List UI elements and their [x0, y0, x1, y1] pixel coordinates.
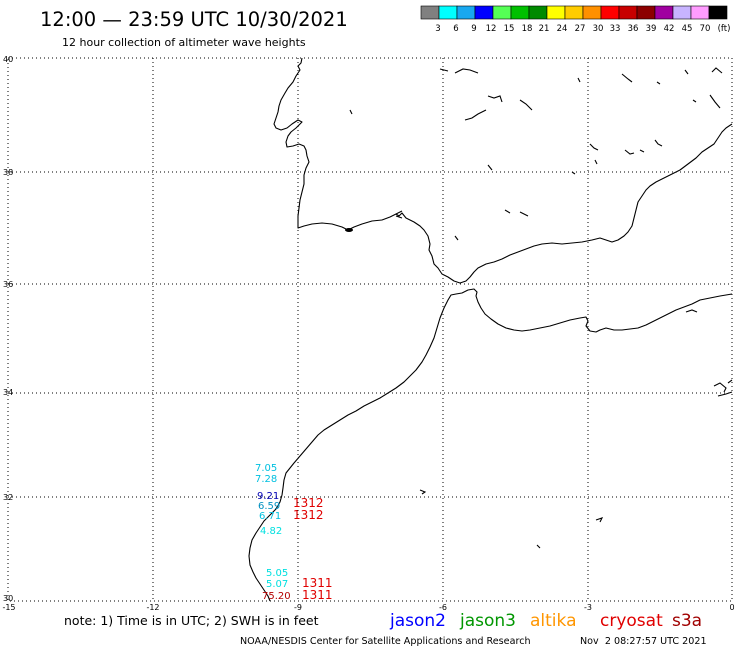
scale-label: 3: [435, 24, 440, 34]
wave-height-value: 75.20: [262, 591, 291, 602]
lagoon-feature: [345, 228, 353, 232]
legend-item-s3a: s3a: [672, 611, 702, 631]
scale-box: [600, 5, 620, 20]
scale-label: 9: [471, 24, 476, 34]
latitude-labels: 40 38 36 34 32 30: [3, 55, 13, 603]
lat-label: 30: [3, 594, 13, 603]
scale-label: 36: [628, 24, 639, 34]
color-scale: [420, 5, 728, 20]
wave-height-value: 6.71: [259, 511, 281, 522]
wave-height-value: 7.28: [255, 474, 277, 485]
wave-height-value: 6.59: [258, 501, 280, 512]
lat-label: 32: [3, 493, 13, 502]
map-frame: [7, 57, 733, 602]
scale-box: [438, 5, 458, 20]
wave-height-value: 7.05: [255, 463, 277, 474]
scale-box: [618, 5, 638, 20]
scale-label: 30: [593, 24, 604, 34]
pass-time-labels: 1312 1312 1311 1311: [293, 496, 333, 602]
scale-label: 21: [539, 24, 550, 34]
coastlines: [248, 57, 733, 602]
scale-box: [708, 5, 728, 20]
wave-height-value: 5.07: [266, 579, 288, 590]
sebkha-feature: [419, 309, 733, 549]
scale-label: 15: [504, 24, 515, 34]
map-grid: [7, 57, 733, 602]
scale-label: 33: [610, 24, 621, 34]
footer-credit: NOAA/NESDIS Center for Satellite Applica…: [240, 636, 531, 647]
map-subtitle: 12 hour collection of altimeter wave hei…: [62, 36, 306, 49]
coastline-iberia: [273, 57, 733, 284]
scale-box: [474, 5, 494, 20]
lat-label: 38: [3, 168, 13, 177]
pass-time: 1311: [302, 588, 333, 602]
lon-label: -12: [146, 603, 159, 612]
scale-label: 24: [557, 24, 568, 34]
scale-box: [420, 5, 440, 20]
pass-time: 1311: [302, 576, 333, 590]
legend-item-jason2: jason2: [389, 611, 446, 631]
legend-item-cryosat: cryosat: [600, 611, 663, 631]
lon-label: 0: [729, 603, 734, 612]
lat-label: 36: [3, 280, 13, 289]
scale-box: [546, 5, 566, 20]
scale-label: 39: [646, 24, 657, 34]
legend-item-altika: altika: [530, 611, 577, 631]
scale-box: [582, 5, 602, 20]
lon-label: -3: [584, 603, 592, 612]
scale-label: 45: [682, 24, 693, 34]
scale-label: 12: [486, 24, 497, 34]
lon-label: -9: [294, 603, 302, 612]
satellite-legend: jason2 jason3 altika cryosat s3a: [389, 611, 702, 631]
wave-height-labels: 7.05 7.28 9.21 6.59 6.71 4.82 5.05 5.07 …: [255, 463, 291, 602]
lake-feature: [349, 67, 723, 241]
scale-box: [528, 5, 548, 20]
scale-label: 27: [575, 24, 586, 34]
lat-label: 34: [3, 388, 13, 397]
coastline-north-africa: [248, 288, 733, 602]
lat-label: 40: [3, 55, 13, 64]
scale-box: [456, 5, 476, 20]
wave-height-value: 5.05: [266, 568, 288, 579]
footer-timestamp: Nov 2 08:27:57 UTC 2021: [580, 636, 707, 647]
scale-box: [492, 5, 512, 20]
scale-box: [654, 5, 674, 20]
scale-label: 6: [453, 24, 458, 34]
pass-time: 1312: [293, 496, 324, 510]
map-title: 12:00 — 23:59 UTC 10/30/2021: [40, 8, 348, 31]
scale-box: [564, 5, 584, 20]
scale-label: 42: [664, 24, 675, 34]
color-scale-labels: 3 6 9 12 15 18 21 24 27 30 33 36 39 42 4…: [435, 24, 730, 34]
scale-box: [690, 5, 710, 20]
scale-label: 18: [522, 24, 533, 34]
scale-box: [672, 5, 692, 20]
pass-time: 1312: [293, 508, 324, 522]
wave-height-value: 9.21: [257, 491, 279, 502]
wave-height-value: 4.82: [260, 526, 282, 537]
scale-label: (ft): [718, 24, 731, 34]
scale-box: [510, 5, 530, 20]
lon-label: -6: [439, 603, 447, 612]
longitude-labels: -15 -12 -9 -6 -3 0: [2, 603, 734, 612]
scale-box: [636, 5, 656, 20]
units-note: note: 1) Time is in UTC; 2) SWH is in fe…: [64, 613, 319, 628]
scale-label: 70: [700, 24, 711, 34]
legend-item-jason3: jason3: [459, 611, 516, 631]
lon-label: -15: [2, 603, 15, 612]
